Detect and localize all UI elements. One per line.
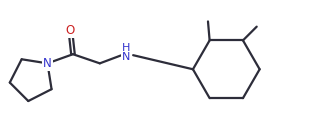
Text: O: O [66,24,75,37]
Text: H
N: H N [122,43,130,64]
Text: H: H [122,43,130,53]
Text: N: N [43,57,52,70]
Text: N: N [122,53,130,62]
